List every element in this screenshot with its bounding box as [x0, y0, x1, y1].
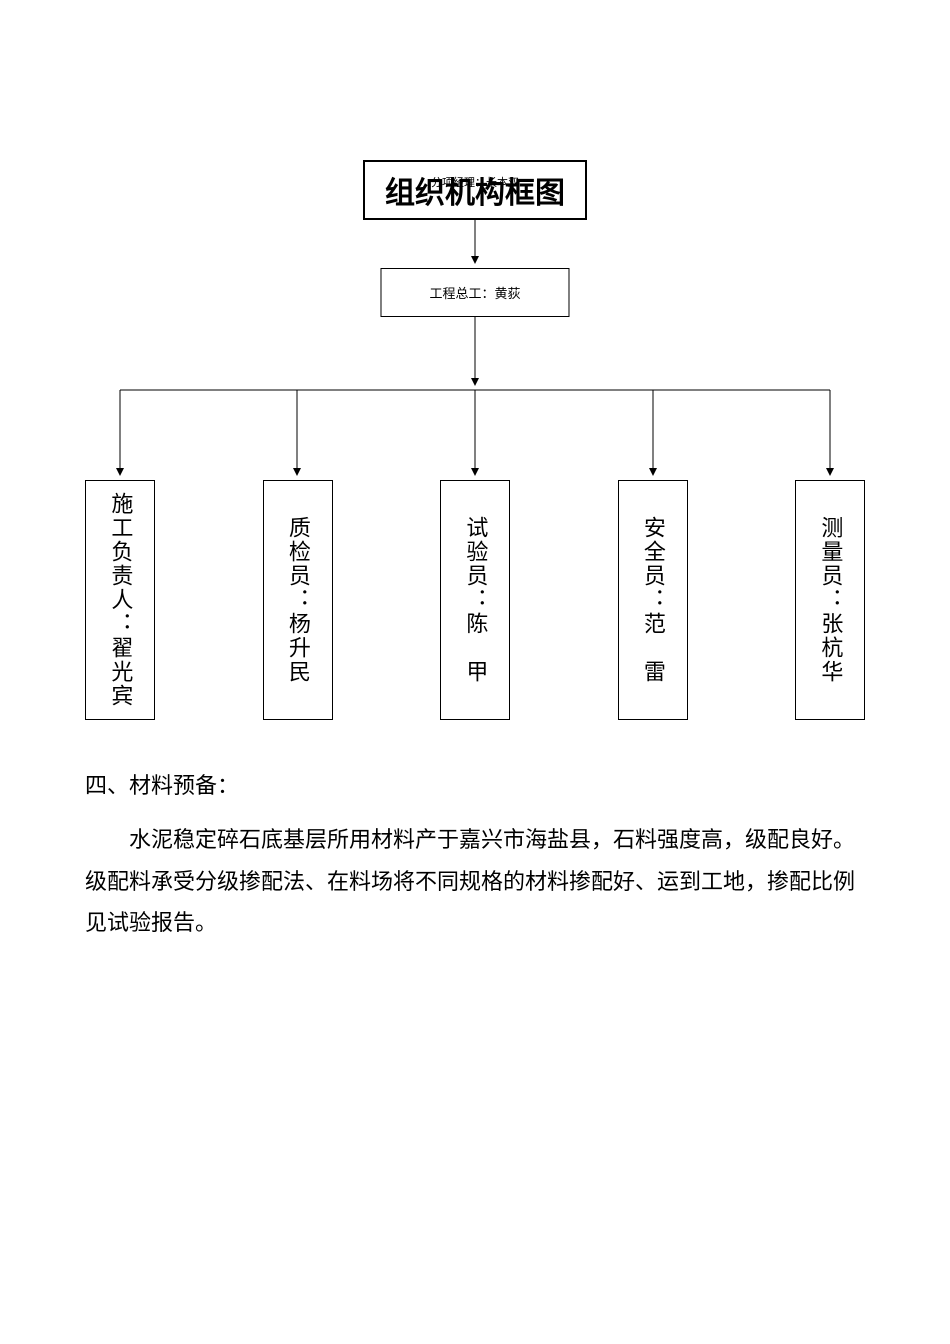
leaf-label: 安全员：范 雷 — [637, 516, 668, 684]
leaf-box-survey: 测量员：张杭华 — [795, 480, 865, 720]
leaf-label: 质检员：杨升民 — [282, 516, 313, 684]
chart-overlay-label: 分项经理：长本双 — [431, 174, 519, 190]
leaf-box-quality: 质检员：杨升民 — [263, 480, 333, 720]
chief-engineer-box: 工程总工：黄荻 — [380, 268, 569, 317]
leaf-label: 测量员：张杭华 — [815, 516, 846, 684]
leaf-box-testing: 试验员：陈 甲 — [440, 480, 510, 720]
chart-title-box: 组织机构框图 — [363, 160, 587, 220]
body-section: 四、材料预备： 水泥稳定碎石底基层所用材料产于嘉兴市海盐县，石料强度高，级配良好… — [85, 765, 865, 944]
leaf-box-safety: 安全员：范 雷 — [618, 480, 688, 720]
section-heading: 四、材料预备： — [85, 765, 865, 807]
leaf-label: 试验员：陈 甲 — [460, 516, 491, 684]
chief-engineer-label: 工程总工：黄荻 — [429, 286, 520, 301]
body-paragraph: 水泥稳定碎石底基层所用材料产于嘉兴市海盐县，石料强度高，级配良好。级配料承受分级… — [85, 819, 865, 944]
leaf-box-construction: 施工负责人：翟光宾 — [85, 480, 155, 720]
leaf-label: 施工负责人：翟光宾 — [105, 492, 136, 708]
